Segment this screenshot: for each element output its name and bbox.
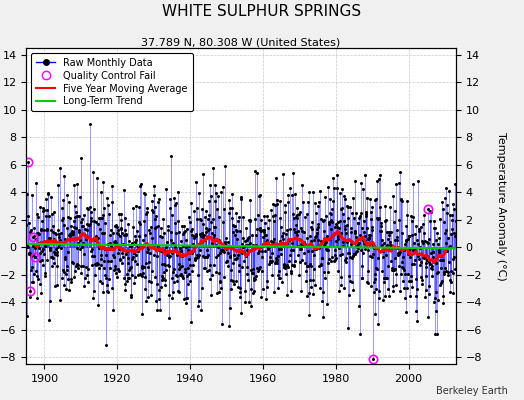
Text: WHITE SULPHUR SPRINGS: WHITE SULPHUR SPRINGS (162, 4, 362, 19)
Y-axis label: Temperature Anomaly (°C): Temperature Anomaly (°C) (496, 132, 506, 280)
Legend: Raw Monthly Data, Quality Control Fail, Five Year Moving Average, Long-Term Tren: Raw Monthly Data, Quality Control Fail, … (31, 53, 192, 111)
Text: Berkeley Earth: Berkeley Earth (436, 386, 508, 396)
Title: 37.789 N, 80.308 W (United States): 37.789 N, 80.308 W (United States) (141, 37, 341, 47)
